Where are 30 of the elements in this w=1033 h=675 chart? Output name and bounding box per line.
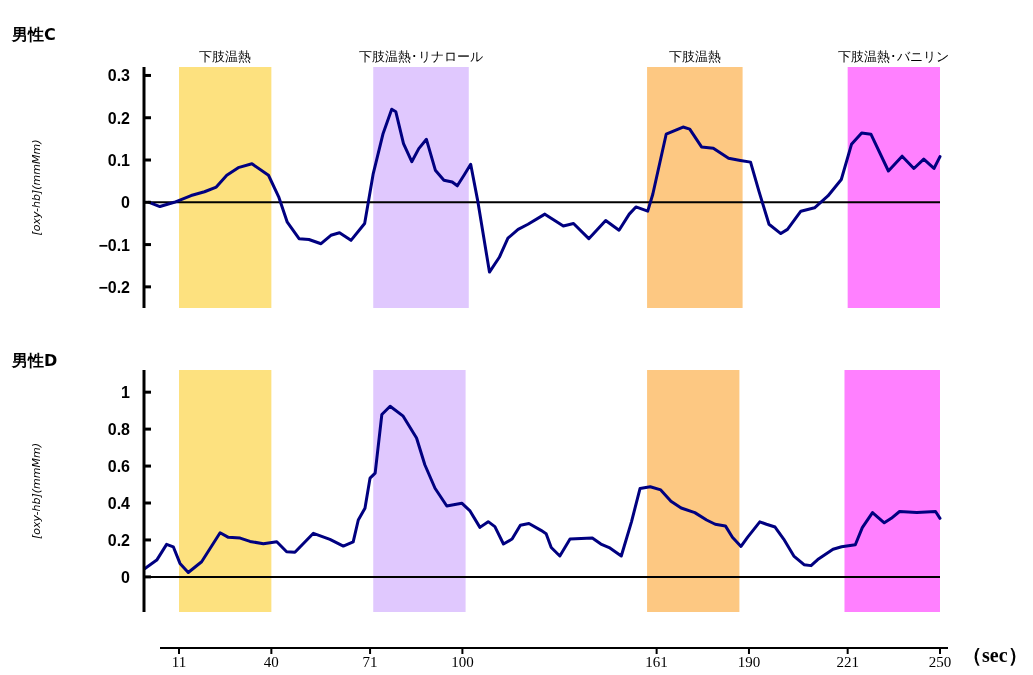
x-tick-label: 221	[836, 654, 859, 670]
y-tick-label: 0.8	[107, 421, 131, 439]
y-tick-label: 0.4	[107, 495, 131, 513]
y-tick-label: 0.2	[107, 531, 131, 549]
y-tick-label: 0	[121, 568, 131, 586]
x-tick-label: 40	[263, 654, 279, 670]
chart-title: 男性D	[11, 351, 58, 370]
y-tick-label: −0.1	[98, 236, 131, 254]
chart-title: 男性C	[11, 25, 56, 44]
x-tick-label: 250	[928, 654, 952, 670]
y-tick-label: 0.1	[107, 152, 131, 170]
x-tick-label: 190	[737, 654, 761, 670]
x-tick-label: 11	[171, 654, 187, 670]
y-tick-label: 0.3	[107, 67, 131, 85]
y-tick-label: 0	[121, 194, 131, 212]
y-tick-label: 0.6	[107, 458, 131, 476]
x-tick-label: 71	[362, 654, 378, 670]
y-tick-label: −0.2	[98, 278, 131, 296]
y-axis-title: [oxy-hb](mmMm)	[30, 139, 43, 236]
band-label: 下肢温熱	[199, 49, 252, 64]
line-series	[143, 404, 942, 574]
x-tick-label: 100	[451, 654, 474, 670]
y-axis-title: [oxy-hb](mmMm)	[30, 442, 43, 540]
x-tick-label: 161	[645, 654, 668, 670]
y-tick-label: 0.2	[107, 109, 131, 127]
band-label: 下肢温熱･リナロール	[359, 49, 484, 64]
x-axis-title: （sec）	[962, 644, 1028, 666]
y-tick-label: 1	[121, 384, 131, 402]
band-label: 下肢温熱･バニリン	[838, 49, 950, 64]
band-label: 下肢温熱	[668, 49, 721, 64]
